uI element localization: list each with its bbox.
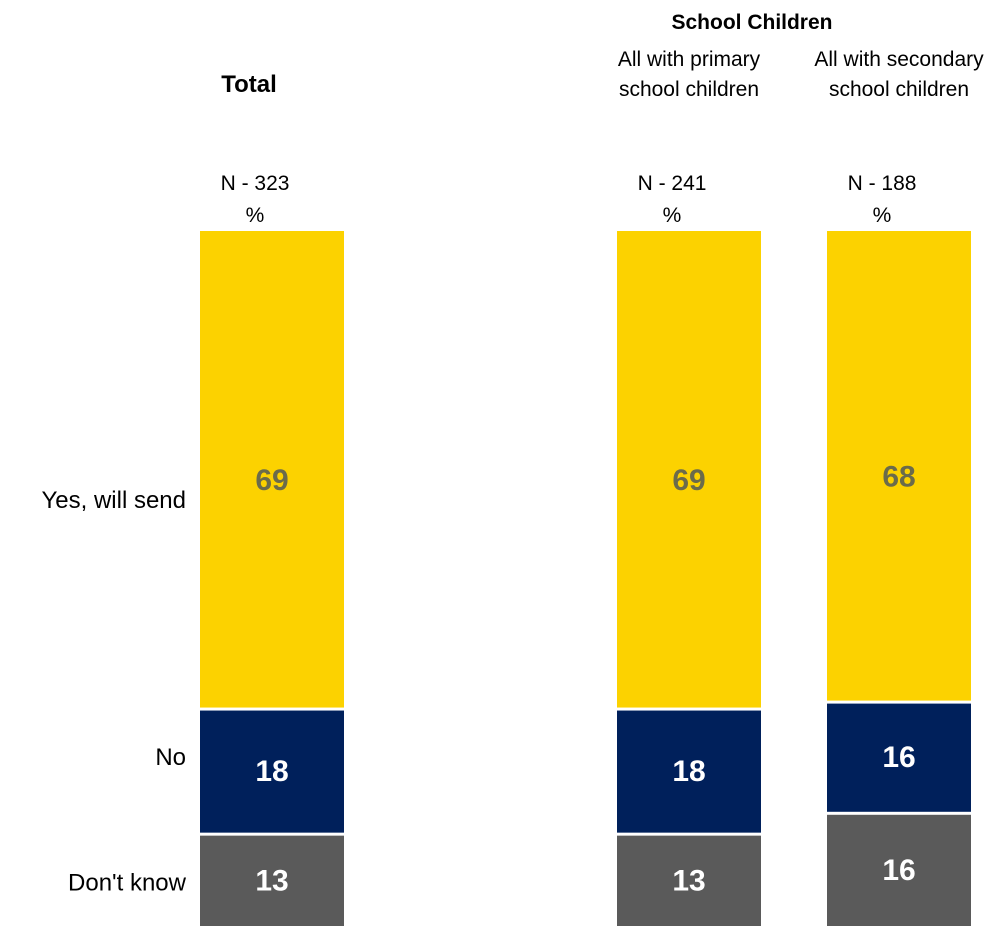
percent-unit-label: % bbox=[873, 204, 892, 227]
data-label: 13 bbox=[255, 864, 288, 897]
bar-segment-don-t-know bbox=[617, 835, 761, 926]
data-label: 18 bbox=[255, 755, 288, 788]
category-label-line: school children bbox=[619, 78, 759, 101]
bar-segment-don-t-know bbox=[200, 835, 344, 926]
series-label: No bbox=[155, 744, 186, 771]
data-label: 69 bbox=[255, 464, 288, 497]
data-label: 16 bbox=[882, 854, 915, 887]
bar-segment-don-t-know bbox=[827, 814, 971, 926]
data-label: 69 bbox=[672, 464, 705, 497]
group-header-school-children: School Children bbox=[671, 11, 832, 34]
bar-segment-no bbox=[200, 710, 344, 833]
base-n-label: N - 188 bbox=[848, 172, 917, 195]
data-label: 16 bbox=[882, 741, 915, 774]
base-n-label: N - 323 bbox=[221, 172, 290, 195]
bar-column-1: 69 18 13 bbox=[200, 231, 344, 926]
base-n-label: N - 241 bbox=[638, 172, 707, 195]
bar-segment-yes-will-send bbox=[827, 231, 971, 701]
bar-segment-no bbox=[827, 703, 971, 812]
percent-unit-label: % bbox=[663, 204, 682, 227]
category-label-line: All with secondary bbox=[814, 48, 984, 71]
data-label: 18 bbox=[672, 755, 705, 788]
bar-segment-no bbox=[617, 710, 761, 833]
bar-column-2: 69 18 13 bbox=[617, 231, 761, 926]
category-label-line: All with primary bbox=[618, 48, 761, 71]
bar-column-3: 68 16 16 bbox=[827, 231, 971, 926]
bar-segment-yes-will-send bbox=[617, 231, 761, 708]
bar-segment-yes-will-send bbox=[200, 231, 344, 708]
series-label: Don't know bbox=[68, 869, 187, 896]
data-label: 68 bbox=[882, 460, 915, 493]
category-label: Total bbox=[221, 71, 277, 98]
series-label: Yes, will send bbox=[41, 487, 186, 514]
category-label-line: school children bbox=[829, 78, 969, 101]
data-label: 13 bbox=[672, 864, 705, 897]
percent-unit-label: % bbox=[246, 204, 265, 227]
